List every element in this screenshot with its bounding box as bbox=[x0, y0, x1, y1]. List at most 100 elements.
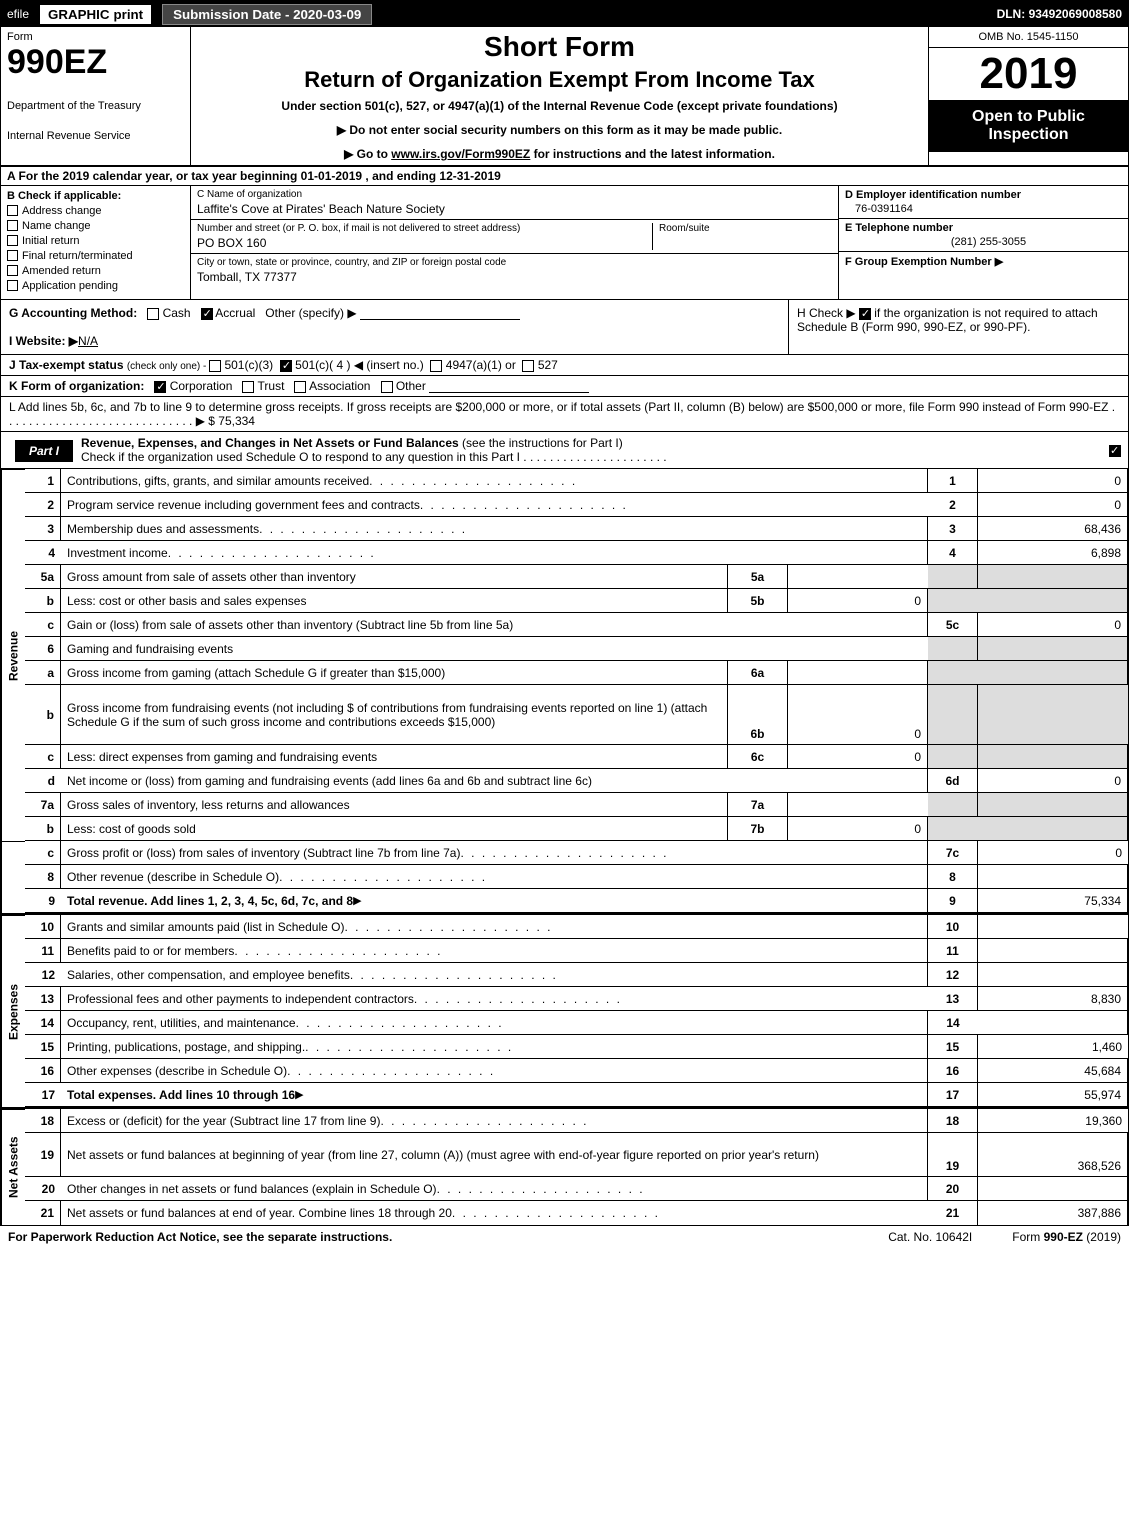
val-18: 19,360 bbox=[978, 1109, 1128, 1133]
ln-13: 13 bbox=[25, 987, 61, 1011]
chk-501c[interactable] bbox=[280, 360, 292, 372]
j-opt1: 501(c)(3) bbox=[224, 358, 273, 372]
chk-trust[interactable] bbox=[242, 381, 254, 393]
efile-label: efile bbox=[7, 7, 29, 21]
row-group-exemption: F Group Exemption Number ▶ bbox=[839, 252, 1128, 299]
chk-accrual[interactable] bbox=[201, 308, 213, 320]
form-word: Form bbox=[7, 31, 184, 43]
chk-association[interactable] bbox=[294, 381, 306, 393]
val-2: 0 bbox=[978, 493, 1128, 517]
sub-7a: 7a bbox=[728, 793, 788, 817]
shade-6c-v bbox=[978, 745, 1128, 769]
opt-initial-return: Initial return bbox=[22, 235, 79, 247]
desc-7c: Gross profit or (loss) from sales of inv… bbox=[61, 841, 928, 865]
desc-10: Grants and similar amounts paid (list in… bbox=[61, 915, 928, 939]
num-17: 17 bbox=[928, 1083, 978, 1107]
opt-name-change: Name change bbox=[22, 220, 91, 232]
subval-6b: 0 bbox=[788, 685, 928, 745]
subval-7a bbox=[788, 793, 928, 817]
top-bar: efile GRAPHIC print Submission Date - 20… bbox=[1, 1, 1128, 27]
num-15: 15 bbox=[928, 1035, 978, 1059]
revenue-vlabel-cont bbox=[1, 841, 25, 913]
desc-7b: Less: cost of goods sold bbox=[61, 817, 728, 841]
irs-link[interactable]: www.irs.gov/Form990EZ bbox=[391, 147, 530, 161]
chk-501c3[interactable] bbox=[209, 360, 221, 372]
row-city: City or town, state or province, country… bbox=[191, 254, 838, 287]
j-opt4: 527 bbox=[538, 358, 558, 372]
chk-corporation[interactable] bbox=[154, 381, 166, 393]
g-cash: Cash bbox=[163, 306, 191, 320]
irs-label: Internal Revenue Service bbox=[7, 130, 184, 142]
dln-label: DLN: bbox=[997, 7, 1029, 21]
subval-5b: 0 bbox=[788, 589, 928, 613]
num-5c: 5c bbox=[928, 613, 978, 637]
num-16: 16 bbox=[928, 1059, 978, 1083]
ln-9: 9 bbox=[25, 889, 61, 913]
chk-address-change[interactable]: Address change bbox=[7, 205, 184, 217]
header-right: OMB No. 1545-1150 2019 Open to Public In… bbox=[928, 27, 1128, 165]
num-6d: 6d bbox=[928, 769, 978, 793]
chk-name-change[interactable]: Name change bbox=[7, 220, 184, 232]
shade-5a-v bbox=[978, 565, 1128, 589]
line-k: K Form of organization: Corporation Trus… bbox=[1, 376, 1128, 397]
num-19: 19 bbox=[928, 1133, 978, 1177]
graphic-print-button[interactable]: GRAPHIC print bbox=[39, 4, 152, 25]
ln-6: 6 bbox=[25, 637, 61, 661]
subval-6a bbox=[788, 661, 928, 685]
shade-7b bbox=[928, 817, 978, 841]
chk-other[interactable] bbox=[381, 381, 393, 393]
desc-14: Occupancy, rent, utilities, and maintena… bbox=[61, 1011, 928, 1035]
org-name: Laffite's Cove at Pirates' Beach Nature … bbox=[197, 202, 832, 216]
street-label: Number and street (or P. O. box, if mail… bbox=[197, 223, 652, 234]
val-11 bbox=[978, 939, 1128, 963]
val-1: 0 bbox=[978, 469, 1128, 493]
dln-value: 93492069008580 bbox=[1029, 7, 1122, 21]
opt-amended-return: Amended return bbox=[22, 265, 101, 277]
chk-amended-return[interactable]: Amended return bbox=[7, 265, 184, 277]
chk-application-pending[interactable]: Application pending bbox=[7, 280, 184, 292]
desc-5a: Gross amount from sale of assets other t… bbox=[61, 565, 728, 589]
val-16: 45,684 bbox=[978, 1059, 1128, 1083]
opt-final-return: Final return/terminated bbox=[22, 250, 133, 262]
submission-date-button[interactable]: Submission Date - 2020-03-09 bbox=[162, 4, 372, 25]
desc-11: Benefits paid to or for members bbox=[61, 939, 928, 963]
ln-7a: 7a bbox=[25, 793, 61, 817]
tax-year-begin: 01-01-2019 bbox=[301, 169, 362, 183]
g-accrual: Accrual bbox=[215, 306, 255, 320]
header-left: Form 990EZ Department of the Treasury In… bbox=[1, 27, 191, 165]
chk-4947[interactable] bbox=[430, 360, 442, 372]
shade-6 bbox=[928, 637, 978, 661]
val-3: 68,436 bbox=[978, 517, 1128, 541]
ln-5b: b bbox=[25, 589, 61, 613]
j-opt2: 501(c)( 4 ) ◀ (insert no.) bbox=[295, 358, 424, 372]
num-4: 4 bbox=[928, 541, 978, 565]
chk-schedule-b[interactable] bbox=[859, 308, 871, 320]
shade-6c bbox=[928, 745, 978, 769]
chk-initial-return[interactable]: Initial return bbox=[7, 235, 184, 247]
val-10 bbox=[978, 915, 1128, 939]
ln-15: 15 bbox=[25, 1035, 61, 1059]
chk-cash[interactable] bbox=[147, 308, 159, 320]
num-1: 1 bbox=[928, 469, 978, 493]
desc-4: Investment income bbox=[61, 541, 928, 565]
row-ein: D Employer identification number 76-0391… bbox=[839, 186, 1128, 219]
net-assets-grid: Net Assets 18Excess or (deficit) for the… bbox=[1, 1107, 1128, 1225]
part1-checkbox[interactable] bbox=[1102, 443, 1128, 457]
chk-527[interactable] bbox=[522, 360, 534, 372]
website-value: N/A bbox=[78, 334, 98, 348]
val-4: 6,898 bbox=[978, 541, 1128, 565]
chk-final-return[interactable]: Final return/terminated bbox=[7, 250, 184, 262]
dln-block: DLN: 93492069008580 bbox=[997, 7, 1122, 21]
submission-date: 2020-03-09 bbox=[293, 7, 361, 22]
footer-form-no: 990-EZ bbox=[1044, 1230, 1083, 1244]
title-return: Return of Organization Exempt From Incom… bbox=[201, 67, 918, 93]
sub-5b: 5b bbox=[728, 589, 788, 613]
val-21: 387,886 bbox=[978, 1201, 1128, 1225]
j-small: (check only one) - bbox=[127, 361, 209, 372]
row-street: Number and street (or P. O. box, if mail… bbox=[191, 220, 838, 254]
desc-12: Salaries, other compensation, and employ… bbox=[61, 963, 928, 987]
g-label: G Accounting Method: bbox=[9, 306, 137, 320]
column-d-e-f: D Employer identification number 76-0391… bbox=[838, 186, 1128, 299]
row-phone: E Telephone number (281) 255-3055 bbox=[839, 219, 1128, 252]
form-container: efile GRAPHIC print Submission Date - 20… bbox=[0, 0, 1129, 1226]
